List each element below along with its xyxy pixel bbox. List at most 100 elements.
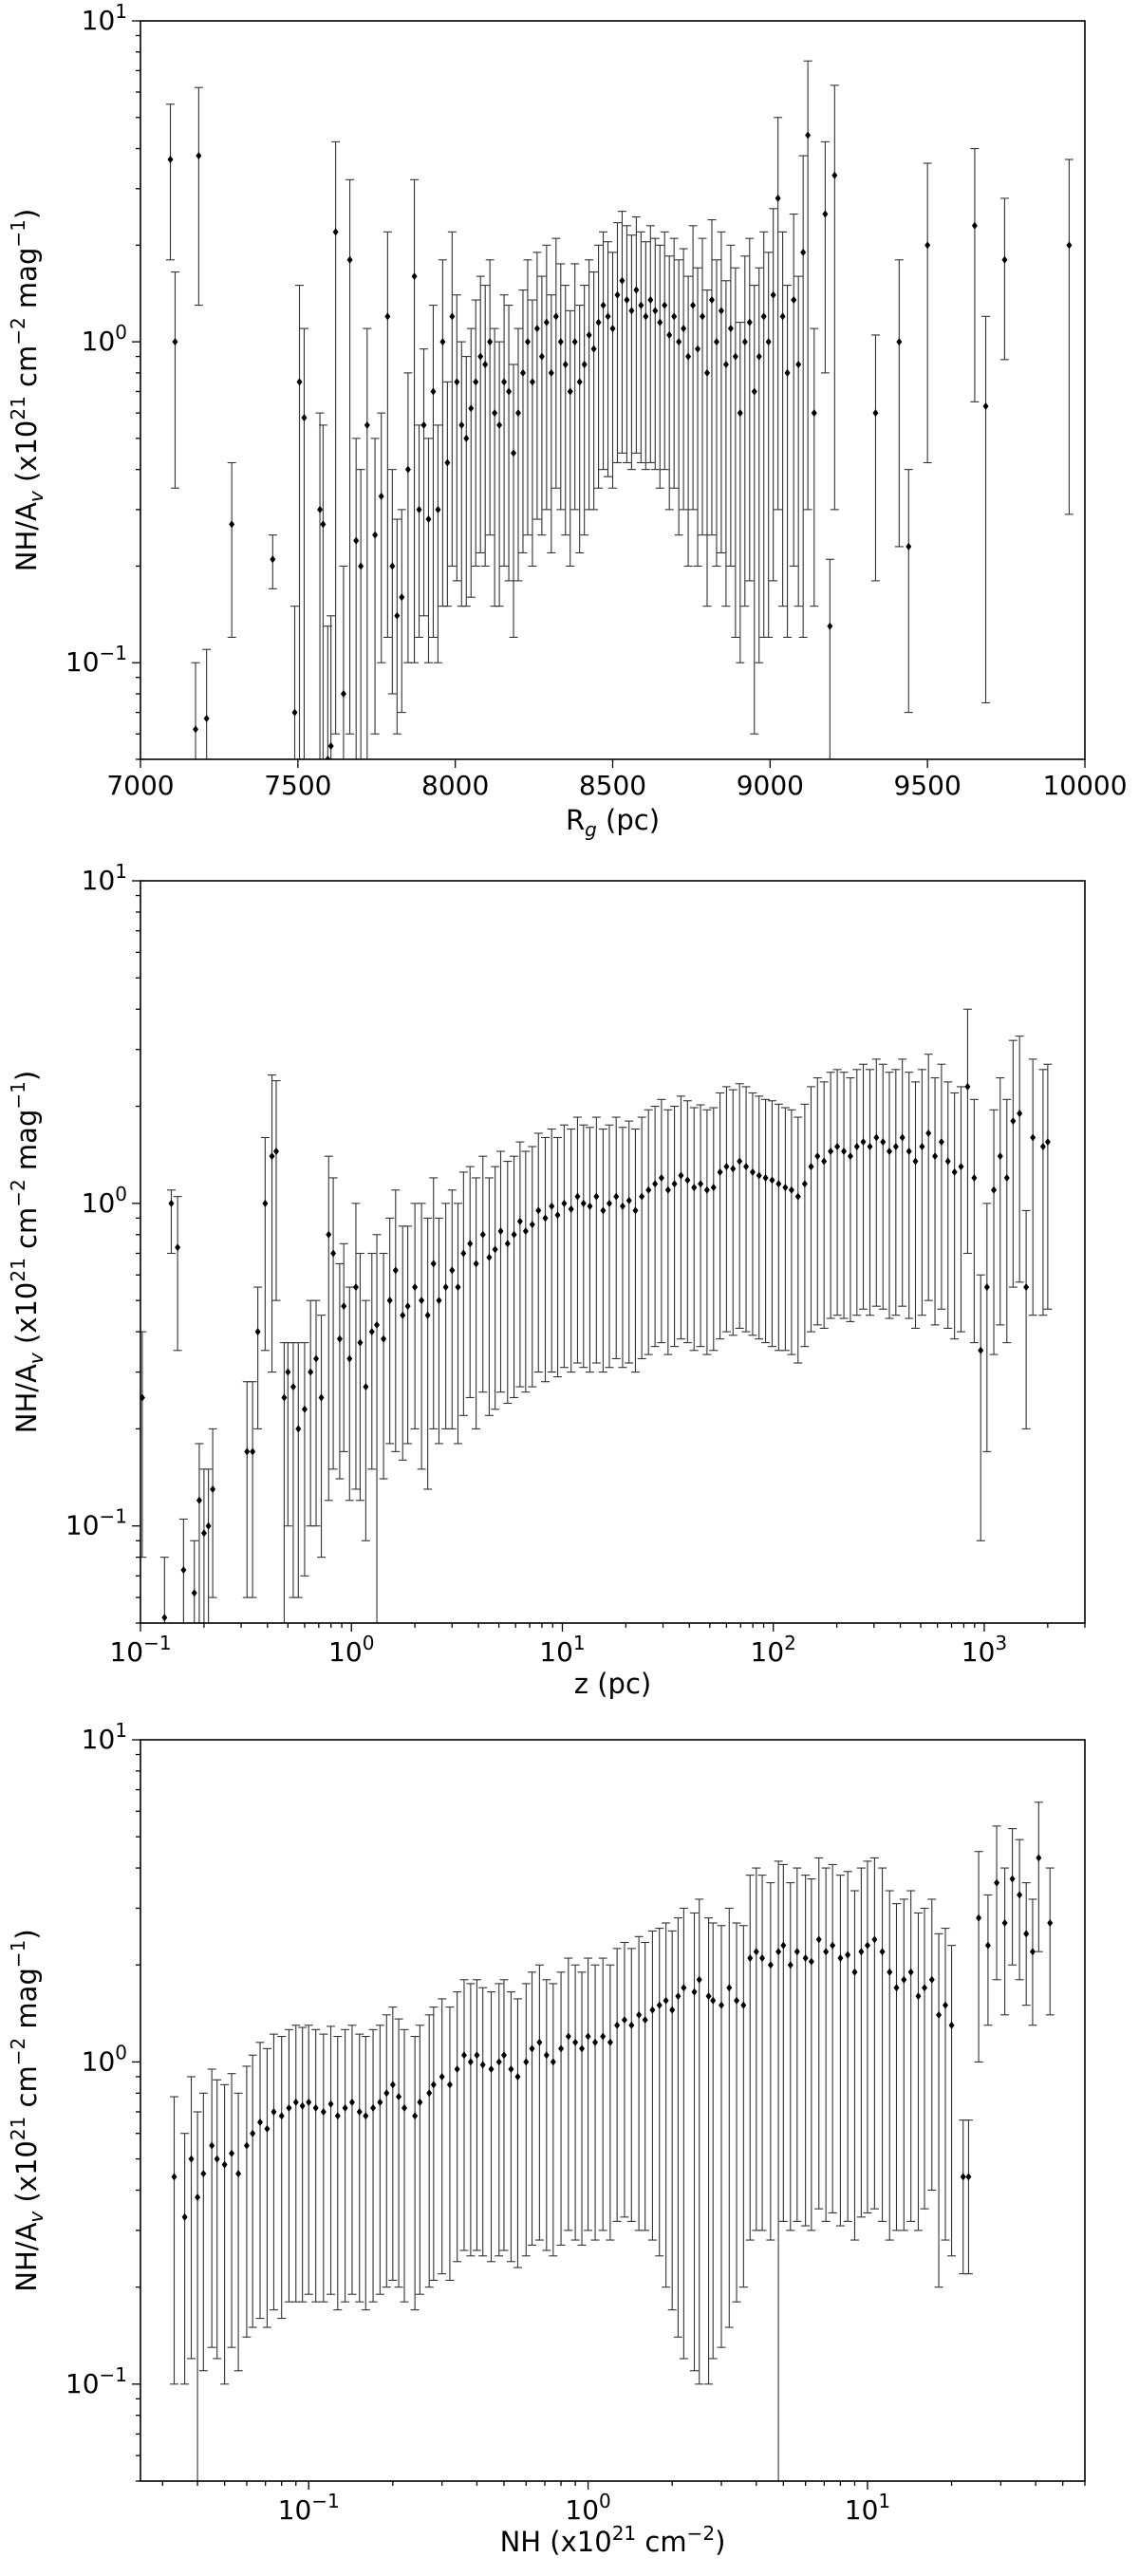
data-point xyxy=(716,1092,725,1340)
point-marker xyxy=(221,2160,228,2169)
point-marker xyxy=(581,360,588,368)
data-point xyxy=(835,1875,845,2227)
point-marker xyxy=(586,330,592,339)
data-point xyxy=(992,1825,1001,1981)
x-axis-label: z (pc) xyxy=(574,1668,651,1700)
point-marker xyxy=(932,1152,939,1161)
point-marker xyxy=(357,1338,364,1347)
point-marker xyxy=(446,2081,453,2089)
point-marker xyxy=(511,449,517,457)
point-marker xyxy=(548,368,554,377)
data-point xyxy=(941,1928,950,2241)
data-point xyxy=(345,1286,354,1502)
data-point xyxy=(641,241,650,471)
data-point xyxy=(547,294,556,553)
point-marker xyxy=(942,2001,948,2009)
point-marker xyxy=(760,312,767,321)
data-point xyxy=(736,322,745,663)
data-point xyxy=(584,1957,593,2231)
point-marker xyxy=(775,1948,782,1956)
point-marker xyxy=(565,2032,571,2041)
data-point xyxy=(277,2035,287,2320)
point-marker xyxy=(172,338,178,346)
data-point xyxy=(798,155,808,638)
point-marker xyxy=(348,2098,355,2106)
chart-panel-1: 10−1 100 101 7000 7500 8000 8500 9000 9500 10000 R… xyxy=(7,0,1128,841)
data-point xyxy=(193,2111,202,2481)
data-point xyxy=(487,1991,496,2263)
data-point xyxy=(865,1069,874,1316)
data-point xyxy=(647,1930,657,2241)
data-point xyxy=(385,1217,395,1445)
point-marker xyxy=(543,318,550,327)
data-point xyxy=(626,1948,636,2222)
data-point xyxy=(732,1922,741,2303)
y-tick-label: 10−1 xyxy=(65,1505,127,1541)
point-marker xyxy=(430,387,437,396)
data-point xyxy=(625,1120,634,1364)
point-marker xyxy=(313,1354,320,1363)
x-tick-label: 9000 xyxy=(737,770,804,801)
point-marker xyxy=(392,1266,399,1275)
point-marker xyxy=(455,1283,461,1292)
point-marker xyxy=(691,1184,698,1192)
point-marker xyxy=(474,2051,480,2060)
data-point xyxy=(695,1898,704,2385)
data-point xyxy=(789,214,798,567)
data-point xyxy=(513,1998,522,2268)
data-point xyxy=(503,1161,513,1405)
point-marker xyxy=(747,1954,754,1963)
data-point xyxy=(233,2092,243,2372)
point-marker xyxy=(308,1368,314,1376)
point-marker xyxy=(827,622,833,630)
point-marker xyxy=(460,2051,467,2060)
data-point xyxy=(794,1116,803,1364)
data-point xyxy=(1015,1839,1024,1981)
point-marker xyxy=(775,194,781,202)
data-point xyxy=(704,1917,714,2385)
data-point xyxy=(311,2028,321,2303)
point-marker xyxy=(887,1148,893,1156)
point-marker xyxy=(997,1152,1003,1161)
data-point xyxy=(783,285,793,638)
data-point xyxy=(361,2035,370,2311)
data-point xyxy=(388,2007,398,2282)
data-point xyxy=(689,1107,699,1352)
point-marker xyxy=(632,1206,639,1215)
data-point xyxy=(950,1092,960,1340)
data-point xyxy=(963,2119,973,2275)
data-point xyxy=(843,1871,852,2222)
point-marker xyxy=(229,2149,235,2157)
data-point xyxy=(1008,1039,1018,1288)
point-marker xyxy=(938,1138,944,1147)
point-marker xyxy=(1017,1891,1023,1899)
point-marker xyxy=(161,1614,168,1622)
data-point xyxy=(1000,1867,1010,2016)
point-marker xyxy=(734,1996,740,2005)
data-point xyxy=(387,469,397,695)
point-marker xyxy=(463,434,470,442)
point-marker xyxy=(936,2010,943,2019)
data-point xyxy=(478,1155,488,1393)
data-point xyxy=(403,372,413,663)
y-tick-label: 100 xyxy=(82,321,127,357)
y-axis: 10−1 100 101 xyxy=(65,1719,140,2482)
data-point xyxy=(423,438,433,663)
data-series xyxy=(140,1008,1053,1623)
data-point xyxy=(410,178,420,663)
data-point xyxy=(551,237,561,489)
data-point xyxy=(284,2028,293,2303)
point-marker xyxy=(523,2058,530,2066)
point-marker xyxy=(264,2124,271,2133)
point-marker xyxy=(847,1152,853,1161)
point-marker xyxy=(1044,1138,1051,1147)
point-marker xyxy=(978,1346,984,1354)
point-marker xyxy=(718,307,724,315)
data-point xyxy=(650,1105,660,1348)
data-point xyxy=(382,2014,391,2288)
data-point xyxy=(513,327,523,582)
point-marker xyxy=(449,1266,456,1275)
point-marker xyxy=(834,1143,841,1151)
point-marker xyxy=(924,241,931,250)
point-marker xyxy=(600,301,607,309)
